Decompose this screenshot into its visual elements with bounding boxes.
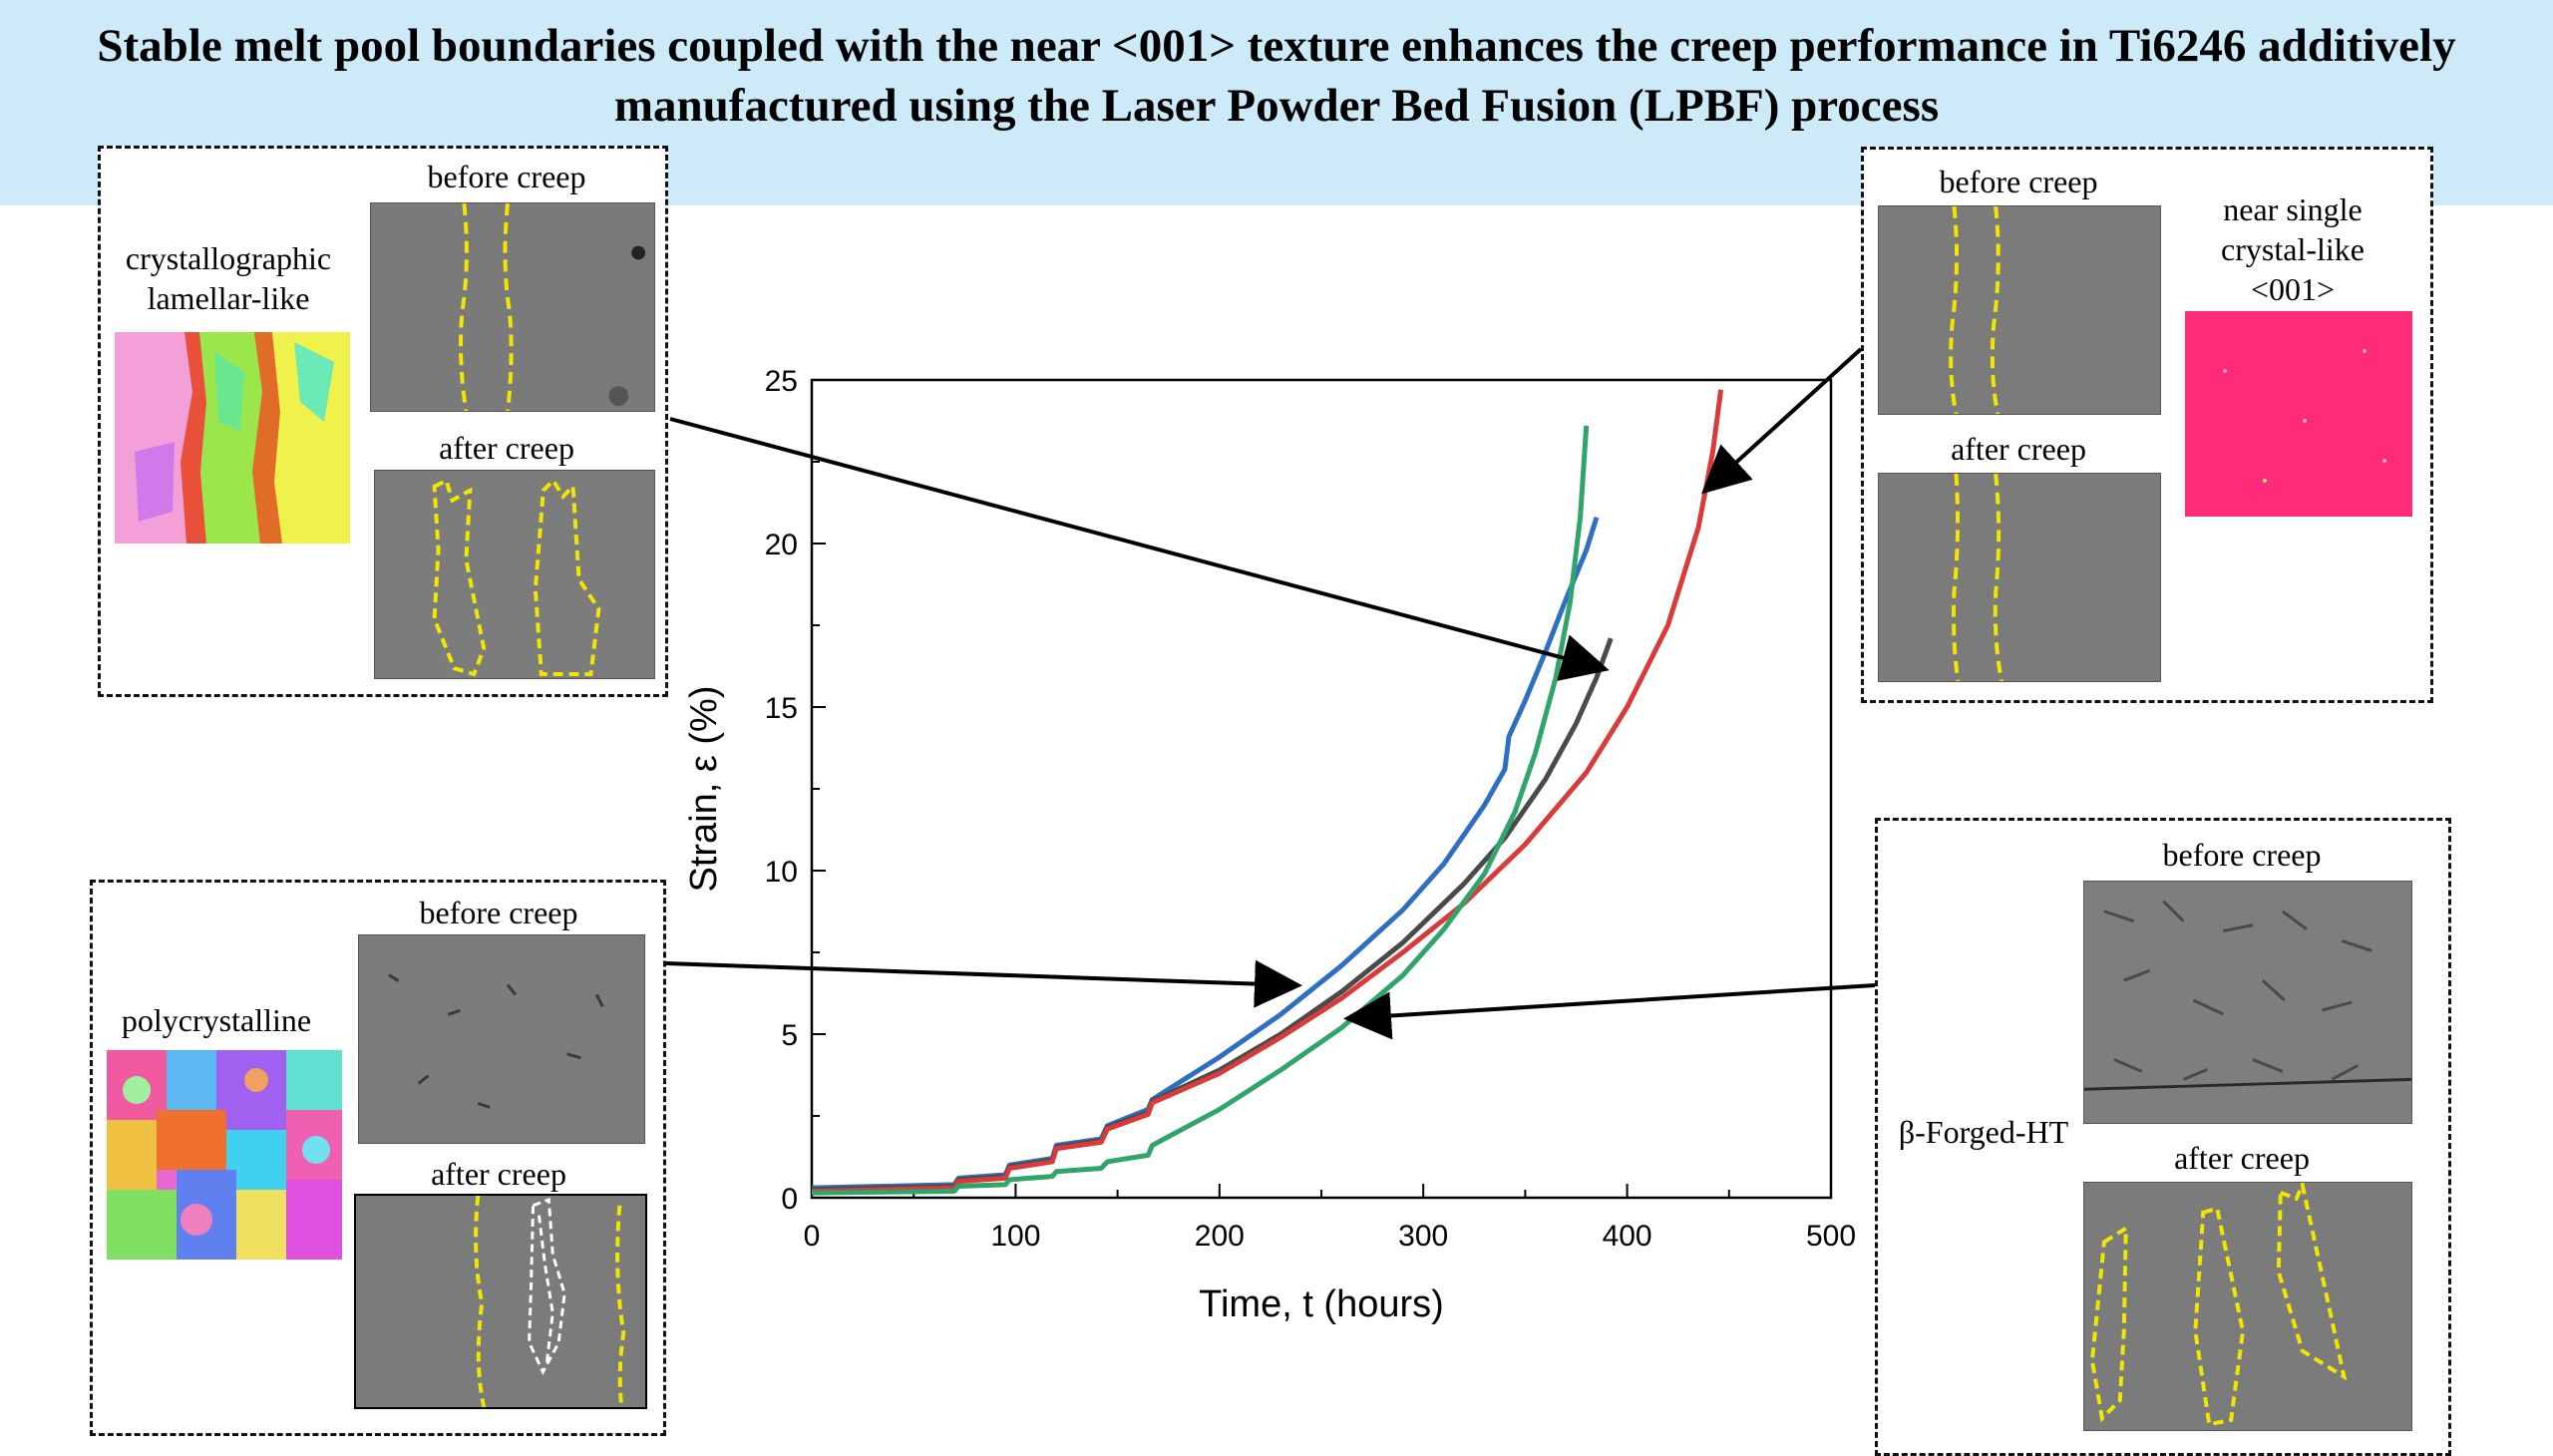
panel-polycrystalline-label: polycrystalline (121, 1002, 312, 1038)
sem-forged-before (2083, 881, 2412, 1124)
series-group (811, 389, 1724, 1196)
panel-lamellar: crystallographic lamellar-like before cr… (98, 146, 668, 697)
x-axis-label: Time, t (hours) (1199, 1283, 1444, 1325)
arrow-forged-to-green-curve (1343, 983, 1876, 1040)
series-line-4 (811, 425, 1590, 1196)
label-line-2: crystal-like (2221, 231, 2365, 267)
label-line-1: crystallographic (125, 240, 332, 276)
title-line-1: Stable melt pool boundaries coupled with… (97, 20, 2456, 72)
x-tick-label: 200 (1195, 1220, 1245, 1253)
panel-forged: before creep β-Forged-HT after creep (1875, 818, 2451, 1456)
title-line-2: manufactured using the Laser Powder Bed … (613, 80, 1940, 132)
panel-lamellar-after-label: after creep (439, 430, 574, 466)
x-tick-label: 0 (804, 1220, 821, 1253)
arrow-single-crystal-to-red-curve (1701, 347, 1863, 495)
y-axis-label: Strain, ε (%) (683, 686, 725, 893)
x-tick-label: 100 (990, 1220, 1040, 1253)
x-tick-label: 500 (1806, 1220, 1856, 1253)
arrow-lamellar-to-dark-curve (669, 417, 1610, 681)
sem-lamellar-before (370, 202, 655, 412)
panel-forged-before-label: before creep (2162, 837, 2322, 873)
panel-polycrystalline: polycrystalline before creep af (90, 880, 666, 1436)
x-ticks: 0 100 200 300 400 500 (804, 1184, 1856, 1253)
y-ticks: 0 5 10 15 20 25 (765, 365, 826, 1216)
ebsd-map-lamellar (115, 332, 350, 544)
arrow-polycrystalline-to-blue-curve (665, 959, 1302, 1008)
sem-forged-after (2083, 1182, 2412, 1431)
label-line-2: lamellar-like (147, 280, 310, 316)
x-tick-label: 400 (1603, 1220, 1652, 1253)
y-tick-label: 10 (765, 856, 798, 889)
sem-lamellar-after (374, 470, 655, 679)
label-line-3: <001> (2250, 271, 2336, 307)
sem-polycrystalline-before (358, 934, 645, 1144)
panel-lamellar-before-label: before creep (427, 159, 586, 194)
panel-forged-label: β-Forged-HT (1898, 1114, 2069, 1150)
panel-polycrystalline-before-label: before creep (419, 895, 578, 930)
y-tick-label: 0 (781, 1183, 798, 1216)
panel-single-crystal: before creep after creep near single cry… (1861, 147, 2433, 703)
y-tick-label: 20 (765, 529, 798, 561)
panel-lamellar-label: crystallographic lamellar-like (109, 238, 348, 318)
panel-polycrystalline-after-label: after creep (431, 1156, 566, 1192)
panel-forged-after-label: after creep (2174, 1140, 2310, 1176)
panel-single-crystal-before-label: before creep (1939, 164, 2098, 199)
sem-single-crystal-before (1878, 205, 2161, 415)
panel-single-crystal-after-label: after creep (1951, 431, 2086, 467)
panel-single-crystal-label: near single crystal-like <001> (2173, 189, 2412, 309)
sem-polycrystalline-after (354, 1194, 647, 1409)
x-tick-label: 300 (1398, 1220, 1448, 1253)
page-title: Stable melt pool boundaries coupled with… (20, 16, 2533, 136)
y-tick-label: 5 (781, 1019, 798, 1052)
ebsd-map-single-crystal (2185, 311, 2412, 517)
series-line-3 (811, 389, 1724, 1194)
label-line-1: near single (2223, 191, 2363, 227)
y-tick-label: 15 (765, 692, 798, 725)
y-tick-label: 25 (765, 365, 798, 398)
sem-single-crystal-after (1878, 473, 2161, 682)
ebsd-map-polycrystalline (107, 1050, 342, 1260)
